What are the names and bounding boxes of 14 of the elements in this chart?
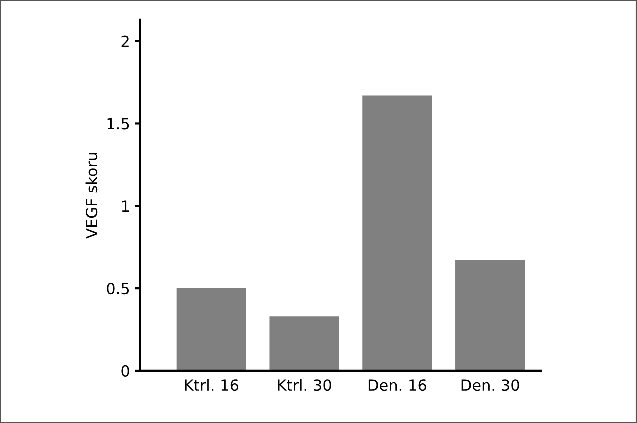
bar: [456, 260, 526, 371]
x-tick-label: Den. 16: [368, 380, 426, 392]
y-tick-label: 2: [122, 36, 129, 48]
y-tick-label: 1.5: [108, 118, 130, 130]
x-tick-label: Ktrl. 30: [278, 379, 332, 392]
y-tick-label: 0: [122, 365, 130, 377]
bar: [362, 96, 432, 371]
y-axis-title: VEGF skoru: [86, 153, 98, 239]
x-tick-label: Den. 30: [462, 380, 520, 392]
y-tick-label: 1: [122, 200, 130, 212]
x-tick-label: Ktrl. 16: [185, 379, 239, 392]
bar: [270, 316, 340, 371]
y-tick-label: 0.5: [107, 283, 130, 295]
bar: [176, 288, 247, 371]
